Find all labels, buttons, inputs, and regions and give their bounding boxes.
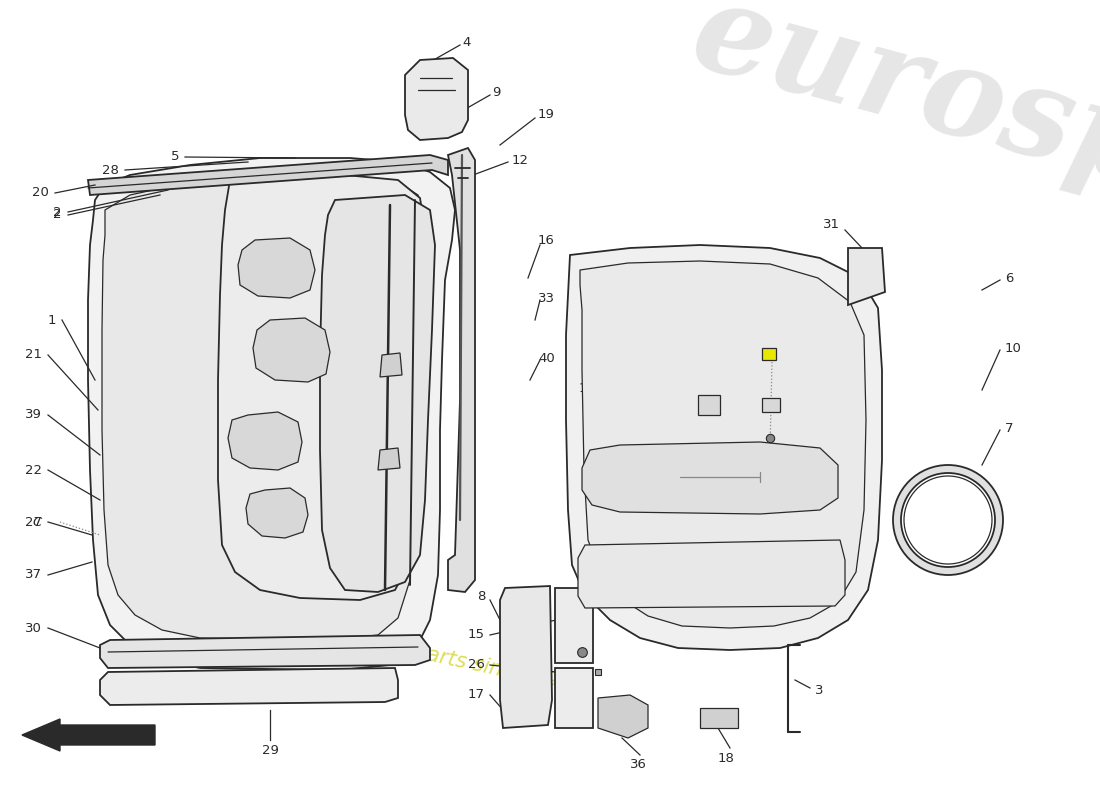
Polygon shape — [598, 695, 648, 738]
Text: 36: 36 — [629, 758, 647, 771]
Text: 22: 22 — [25, 463, 42, 477]
Polygon shape — [100, 668, 398, 705]
Text: 9: 9 — [492, 86, 500, 98]
Text: 37: 37 — [25, 569, 42, 582]
Polygon shape — [238, 238, 315, 298]
Text: 34: 34 — [738, 378, 755, 391]
Bar — [700, 708, 738, 728]
Polygon shape — [580, 261, 866, 628]
Text: 15: 15 — [468, 629, 485, 642]
Text: 30: 30 — [25, 622, 42, 634]
Text: 31: 31 — [823, 218, 840, 231]
Polygon shape — [88, 158, 455, 670]
Bar — [556, 668, 593, 728]
Text: 39: 39 — [25, 409, 42, 422]
Text: 16: 16 — [538, 234, 554, 246]
Text: a passion for parts since 1985: a passion for parts since 1985 — [274, 613, 586, 698]
Text: 40: 40 — [538, 351, 554, 365]
Text: 21: 21 — [25, 349, 42, 362]
Polygon shape — [448, 148, 475, 592]
Polygon shape — [578, 540, 845, 608]
Polygon shape — [378, 448, 400, 470]
Polygon shape — [88, 155, 448, 195]
Text: 18: 18 — [717, 752, 735, 765]
Polygon shape — [566, 245, 882, 650]
Polygon shape — [405, 58, 468, 140]
Polygon shape — [848, 248, 886, 305]
Bar — [698, 395, 720, 415]
Text: 1: 1 — [47, 314, 56, 326]
Polygon shape — [320, 195, 434, 592]
Polygon shape — [102, 176, 422, 640]
Text: eurospares: eurospares — [680, 0, 1100, 289]
Polygon shape — [500, 586, 552, 728]
Text: 10: 10 — [1005, 342, 1022, 354]
Text: 8: 8 — [476, 590, 485, 603]
Text: 27: 27 — [25, 515, 42, 529]
Text: C: C — [33, 515, 42, 529]
Text: 33: 33 — [538, 291, 556, 305]
Text: 20: 20 — [32, 186, 50, 199]
Text: 29: 29 — [262, 744, 278, 757]
Polygon shape — [218, 175, 425, 600]
Polygon shape — [582, 442, 838, 514]
Text: 28: 28 — [102, 163, 119, 177]
Polygon shape — [246, 488, 308, 538]
Text: 3: 3 — [815, 683, 824, 697]
Text: 12: 12 — [512, 154, 529, 166]
Text: 7: 7 — [1005, 422, 1013, 434]
Polygon shape — [253, 318, 330, 382]
Bar — [762, 398, 780, 412]
Text: 5: 5 — [170, 150, 179, 163]
Text: 19: 19 — [538, 109, 554, 122]
Text: 2: 2 — [54, 209, 62, 222]
Bar — [556, 588, 593, 663]
Bar — [762, 348, 776, 360]
Text: 26: 26 — [469, 658, 485, 671]
Polygon shape — [228, 412, 302, 470]
Text: 6: 6 — [1005, 271, 1013, 285]
Text: 14: 14 — [579, 382, 595, 394]
Text: 32: 32 — [658, 383, 675, 397]
Text: 4: 4 — [462, 35, 471, 49]
FancyArrow shape — [22, 719, 155, 751]
Text: 17: 17 — [468, 689, 485, 702]
Text: 2: 2 — [54, 206, 62, 218]
Polygon shape — [379, 353, 401, 377]
Text: 35: 35 — [741, 327, 758, 341]
Polygon shape — [100, 635, 430, 668]
